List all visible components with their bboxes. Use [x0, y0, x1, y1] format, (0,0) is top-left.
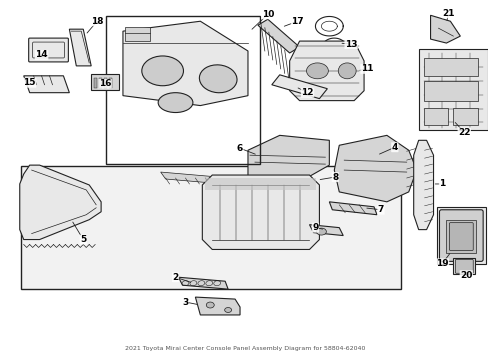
Polygon shape — [272, 75, 327, 99]
FancyBboxPatch shape — [455, 260, 473, 273]
Polygon shape — [258, 19, 299, 53]
Ellipse shape — [206, 302, 214, 308]
Bar — [106, 16, 260, 164]
Bar — [94, 78, 97, 88]
Text: 14: 14 — [35, 50, 48, 59]
Polygon shape — [310, 225, 343, 235]
Text: 21: 21 — [442, 9, 455, 18]
Text: 8: 8 — [332, 172, 339, 181]
Polygon shape — [431, 15, 460, 43]
Bar — [424, 81, 478, 100]
Polygon shape — [329, 202, 377, 215]
Text: 17: 17 — [291, 17, 304, 26]
FancyBboxPatch shape — [29, 38, 69, 62]
Bar — [109, 78, 112, 88]
Bar — [22, 166, 401, 289]
Ellipse shape — [317, 228, 326, 235]
Text: 3: 3 — [182, 298, 189, 307]
Polygon shape — [290, 41, 364, 100]
Text: 13: 13 — [345, 40, 357, 49]
Bar — [99, 78, 102, 88]
Polygon shape — [414, 140, 434, 230]
Text: 2021 Toyota Mirai Center Console Panel Assembly Diagram for 58804-62040: 2021 Toyota Mirai Center Console Panel A… — [125, 346, 365, 351]
Text: 5: 5 — [80, 235, 86, 244]
Text: 9: 9 — [312, 223, 318, 232]
Text: 4: 4 — [392, 143, 398, 152]
Bar — [91, 74, 119, 90]
Ellipse shape — [158, 93, 193, 113]
Ellipse shape — [338, 63, 356, 79]
Polygon shape — [24, 76, 70, 93]
Bar — [424, 58, 478, 76]
Ellipse shape — [307, 63, 328, 79]
Text: 1: 1 — [440, 180, 445, 189]
Text: 2: 2 — [172, 273, 179, 282]
Text: 6: 6 — [237, 144, 243, 153]
Bar — [437, 207, 486, 264]
Polygon shape — [418, 49, 488, 130]
Polygon shape — [161, 172, 235, 185]
Polygon shape — [178, 277, 228, 289]
Text: 15: 15 — [24, 78, 36, 87]
Text: 19: 19 — [436, 259, 449, 268]
Text: 16: 16 — [99, 79, 111, 88]
FancyBboxPatch shape — [440, 210, 483, 261]
Bar — [125, 27, 150, 41]
Text: 12: 12 — [301, 88, 314, 97]
Text: 11: 11 — [361, 64, 373, 73]
Text: 20: 20 — [460, 271, 472, 280]
FancyBboxPatch shape — [449, 223, 473, 251]
Polygon shape — [123, 21, 248, 105]
Polygon shape — [202, 175, 319, 249]
Bar — [453, 258, 475, 274]
Text: 7: 7 — [378, 205, 384, 214]
Bar — [453, 108, 478, 125]
Polygon shape — [70, 29, 91, 66]
Text: 22: 22 — [458, 128, 470, 137]
Polygon shape — [20, 165, 101, 239]
Bar — [205, 178, 317, 190]
Text: 10: 10 — [262, 10, 274, 19]
Polygon shape — [334, 135, 416, 202]
Bar — [104, 78, 107, 88]
Bar — [424, 108, 448, 125]
Ellipse shape — [224, 307, 232, 312]
Polygon shape — [196, 297, 240, 315]
Text: 18: 18 — [91, 17, 103, 26]
Polygon shape — [248, 135, 329, 182]
Bar — [446, 220, 476, 253]
Ellipse shape — [142, 56, 183, 86]
Ellipse shape — [199, 65, 237, 93]
